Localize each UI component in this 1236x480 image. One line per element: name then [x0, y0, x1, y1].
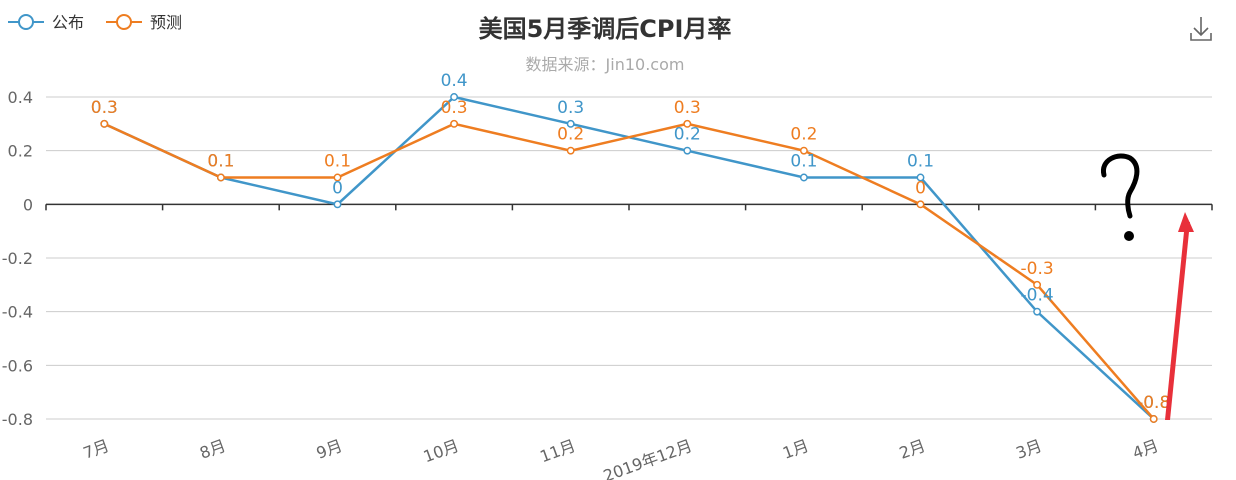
series-line-1 — [103, 122, 1155, 420]
legend-marker-0 — [18, 14, 34, 30]
chart-title: 美国5月季调后CPI月率 — [479, 15, 732, 43]
question-mark-annotation — [1100, 153, 1140, 241]
axes: 0.4 0.2 0 -0.2 -0.4 -0.6 -0.8 7月 8月 9月 10月 11月 2019年… — [2, 88, 1213, 480]
y-tick-label: 0.4 — [8, 88, 33, 107]
data-point — [683, 146, 692, 155]
data-point — [333, 200, 342, 209]
data-label: -0.8 — [1137, 393, 1170, 413]
data-labels: 0.30.100.40.30.20.1 0.1-0.4-0.80.30.1 0.10… — [91, 71, 1171, 413]
x-tick-label: 2019年12月 — [601, 436, 695, 480]
data-label: -0.8 — [1137, 393, 1170, 413]
data-label: 0 — [332, 178, 343, 198]
data-label: 0.3 — [91, 98, 118, 118]
legend-label-0: 公布 — [52, 13, 84, 32]
y-tick-label: -0.8 — [2, 410, 33, 429]
data-label: 0.1 — [790, 152, 817, 172]
grid — [46, 96, 1212, 420]
legend-marker-1 — [116, 14, 132, 30]
data-point — [916, 173, 925, 182]
data-point — [566, 146, 575, 155]
y-tick-label: -0.6 — [2, 356, 33, 375]
data-point — [799, 146, 808, 155]
y-tick-label: 0 — [23, 195, 33, 214]
red-arrow-annotation — [1165, 212, 1194, 420]
x-tick-label: 9月 — [314, 436, 345, 463]
x-tick-label: 3月 — [1013, 436, 1044, 463]
series-1 — [100, 119, 1158, 423]
x-tick-label: 10月 — [421, 436, 462, 466]
data-point — [333, 173, 342, 182]
data-point — [450, 93, 459, 101]
x-tick-label: 1月 — [780, 436, 811, 463]
y-tick-label: -0.2 — [2, 249, 33, 268]
chart-subtitle: 数据来源：Jin10.com — [526, 55, 685, 74]
x-tick-label: 11月 — [537, 436, 578, 466]
data-label: -0.3 — [1021, 259, 1054, 279]
x-tick-label: 8月 — [197, 436, 228, 463]
data-label: 0.1 — [907, 152, 934, 172]
data-point — [216, 173, 225, 182]
download-icon[interactable] — [1186, 14, 1216, 44]
data-point — [1033, 280, 1042, 289]
data-label: 0.3 — [674, 98, 701, 118]
legend: 公布 预测 — [8, 13, 182, 32]
y-tick-label: 0.2 — [8, 142, 33, 161]
data-label: 0 — [915, 178, 926, 198]
x-tick-label: 2月 — [897, 436, 928, 463]
legend-item-0[interactable]: 公布 — [8, 13, 84, 32]
data-point — [100, 119, 109, 128]
legend-item-1[interactable]: 预测 — [106, 13, 182, 32]
data-label: 0.2 — [557, 125, 584, 145]
data-point — [566, 119, 575, 128]
data-label: 0.4 — [441, 71, 468, 91]
data-label: 0.3 — [441, 98, 468, 118]
series-layer — [100, 93, 1158, 423]
data-label: 0.3 — [557, 98, 584, 118]
data-label: 0.1 — [324, 152, 351, 172]
data-point — [1149, 415, 1158, 423]
data-point — [450, 119, 459, 128]
data-point — [916, 200, 925, 209]
y-tick-label: -0.4 — [2, 303, 33, 322]
data-label: 0.2 — [674, 125, 701, 145]
data-point — [799, 173, 808, 182]
data-label: 0.3 — [91, 98, 118, 118]
data-label: -0.4 — [1021, 286, 1054, 306]
x-tick-label: 7月 — [81, 436, 112, 463]
data-label: 0.1 — [207, 152, 234, 172]
data-point — [683, 119, 692, 128]
data-label: 0.2 — [790, 125, 817, 145]
legend-label-1: 预测 — [150, 13, 182, 32]
x-tick-label: 4月 — [1130, 436, 1161, 463]
data-point — [1033, 307, 1042, 316]
data-label: 0.1 — [207, 152, 234, 172]
